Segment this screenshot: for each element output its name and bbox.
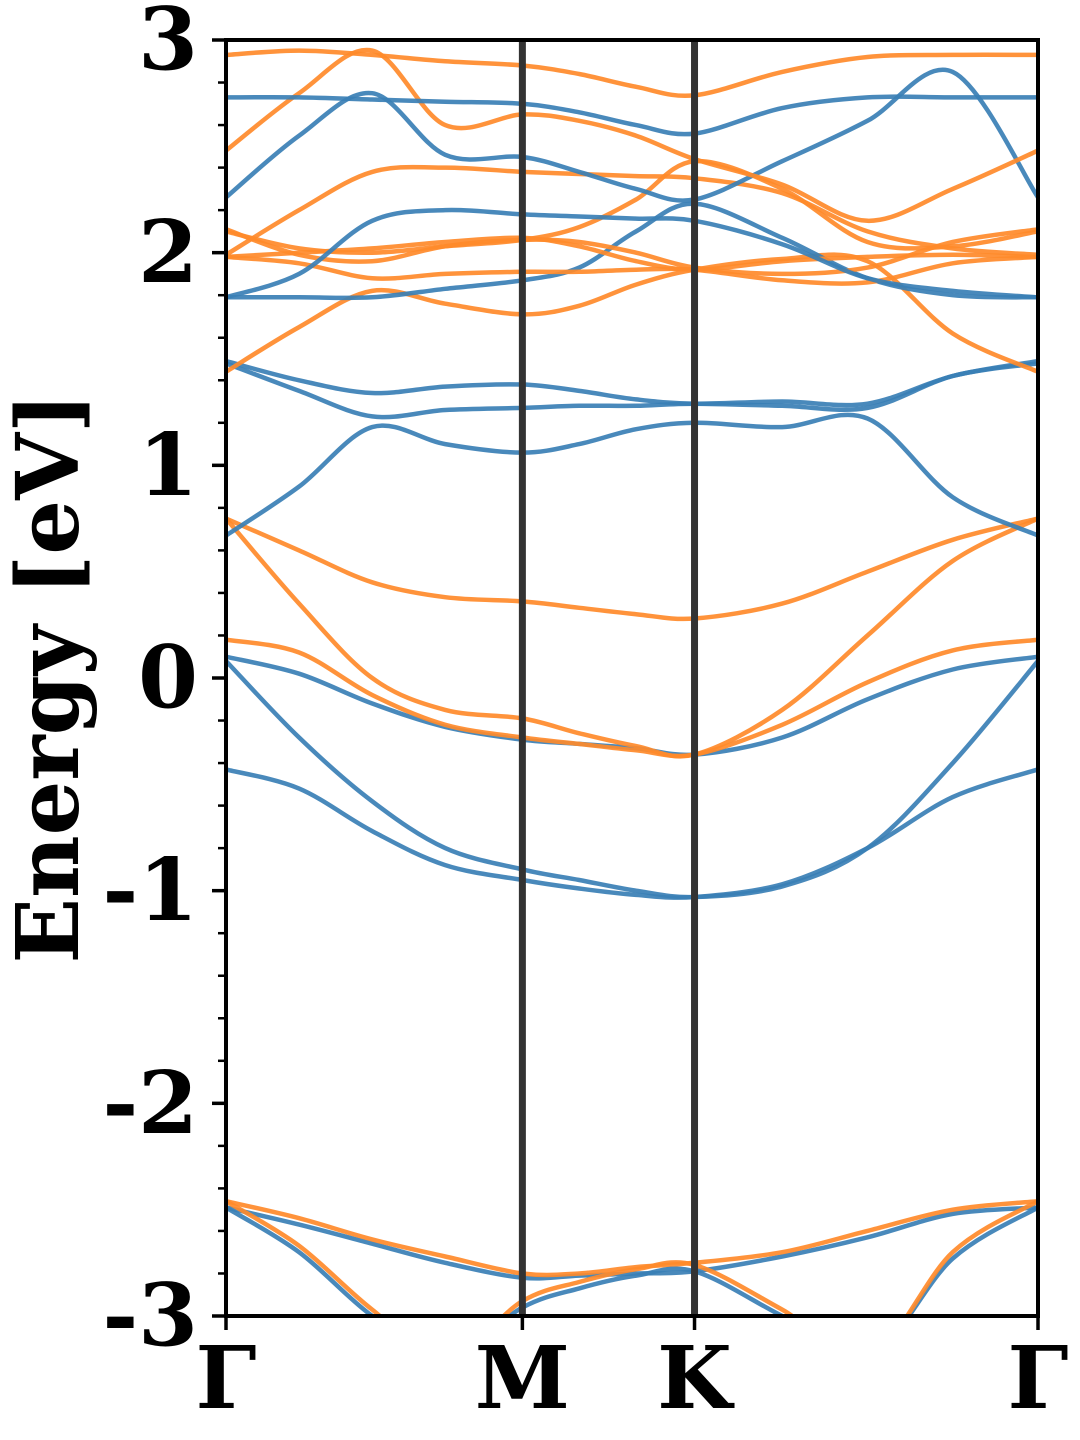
- y-tick-label: 1: [138, 415, 198, 516]
- band-line-orange-5: [226, 637, 1038, 759]
- x-tick-label: K: [657, 1328, 735, 1429]
- band-lines: [226, 47, 1038, 1316]
- band-line-blue-1: [226, 767, 1038, 900]
- band-line-blue-24: [226, 1205, 1038, 1316]
- x-tick-label: M: [475, 1328, 570, 1429]
- k-point-dividers: [518, 40, 699, 1316]
- band-line-orange-15: [226, 227, 1038, 277]
- band-line-blue-3: [226, 654, 1038, 758]
- band-line-blue-16: [226, 207, 1038, 300]
- x-tick-label: Γ: [195, 1328, 256, 1429]
- band-line-orange-21: [226, 48, 1038, 99]
- band-line-orange-13: [226, 158, 1038, 256]
- band-line-orange-17: [226, 164, 1038, 258]
- band-line-orange-6: [226, 516, 1038, 622]
- band-line-blue-18: [226, 67, 1038, 203]
- band-line-orange-4: [226, 516, 1038, 759]
- y-tick-label: -2: [102, 1053, 198, 1154]
- band-line-blue-8: [226, 361, 1038, 420]
- band-line-orange-23: [226, 1198, 1038, 1278]
- band-line-blue-9: [226, 358, 1038, 408]
- y-tick-label: 0: [138, 628, 198, 729]
- y-tick-label: -3: [102, 1266, 198, 1367]
- y-axis: -3 -2 -1 0 1 2 3: [102, 0, 226, 1367]
- band-line-blue-20: [226, 94, 1038, 137]
- y-tick-label: -1: [102, 840, 198, 941]
- band-line-orange-14: [226, 235, 1038, 272]
- band-line-blue-2: [226, 659, 1038, 900]
- y-tick-label: 2: [138, 202, 198, 303]
- band-line-orange-25: [226, 1199, 1038, 1316]
- x-tick-label: Γ: [1007, 1328, 1068, 1429]
- band-line-blue-7: [226, 412, 1038, 538]
- y-axis-title: Energy [eV]: [0, 393, 99, 964]
- band-line-blue-22: [226, 1205, 1038, 1281]
- band-line-orange-12: [226, 254, 1038, 286]
- y-tick-label: 3: [138, 0, 198, 91]
- band-line-orange-19: [226, 47, 1038, 224]
